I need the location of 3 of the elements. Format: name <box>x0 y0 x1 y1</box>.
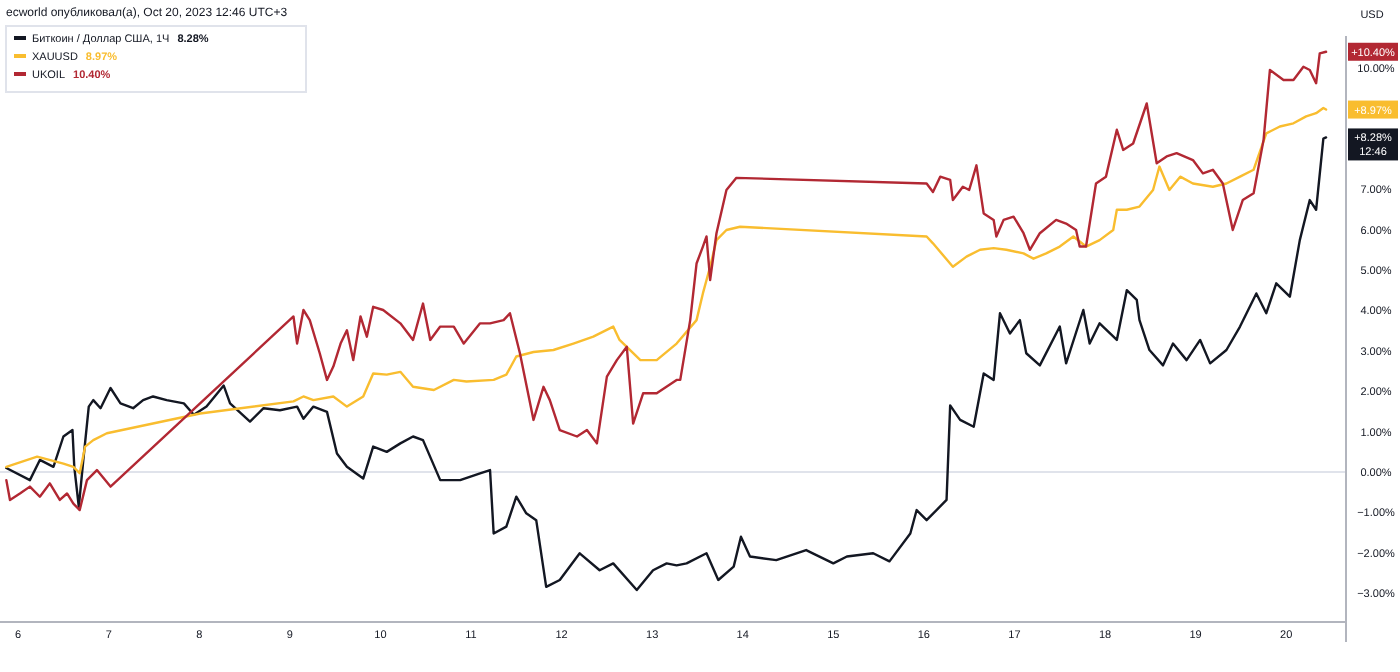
line-series <box>5 106 1328 475</box>
line-series <box>5 50 1328 512</box>
line-series <box>5 136 1328 592</box>
